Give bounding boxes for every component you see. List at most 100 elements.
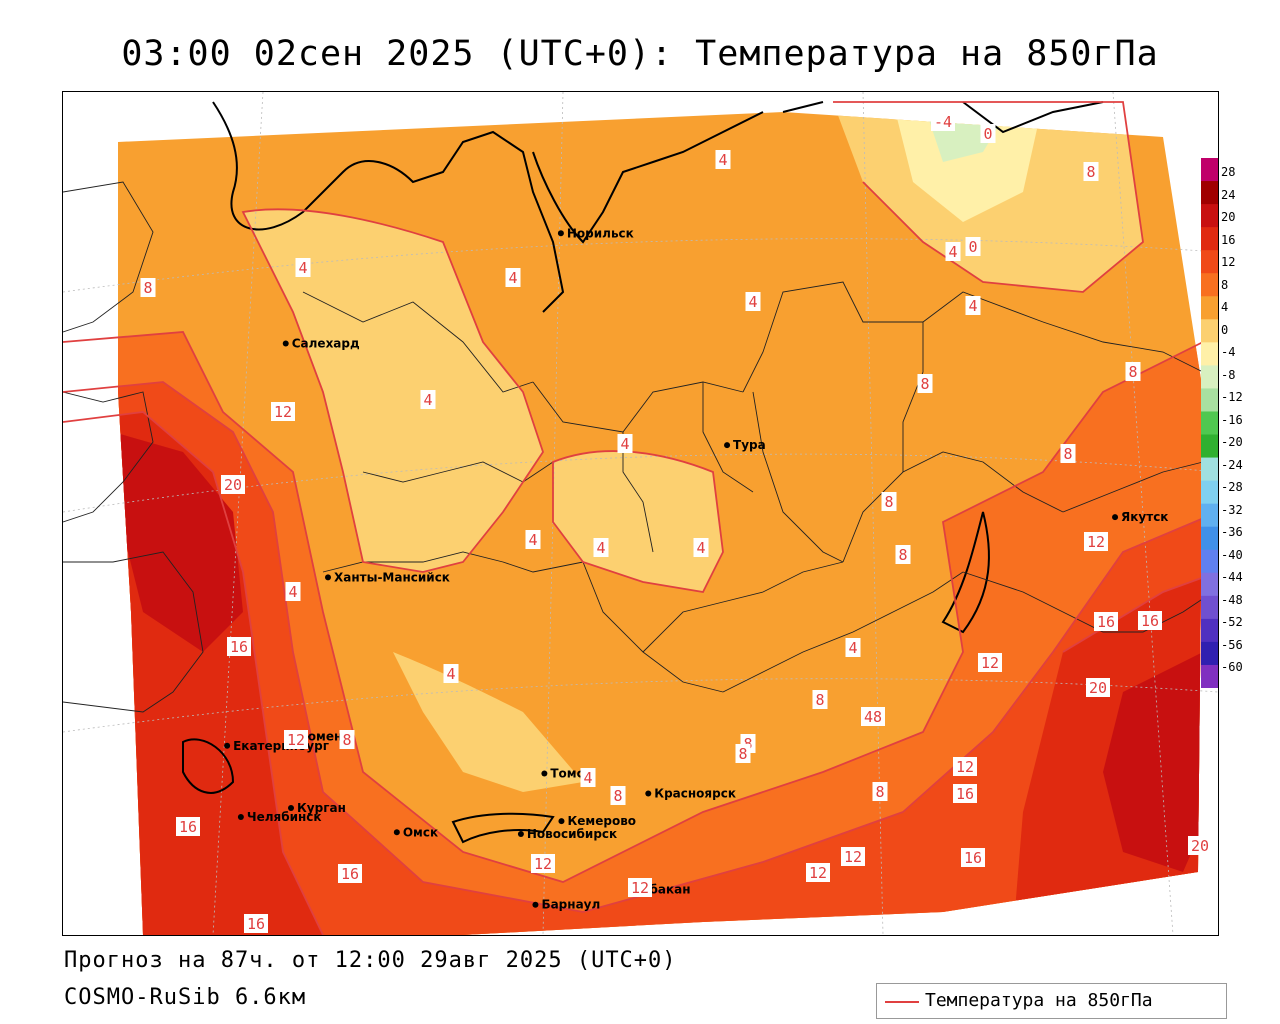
city-marker: Курган xyxy=(288,801,346,815)
isotherm-label-box xyxy=(244,914,268,933)
isotherm-label-box xyxy=(580,768,596,787)
isotherm-label: 4 xyxy=(420,390,436,409)
isotherm-label-text: 8 xyxy=(1086,163,1095,181)
city-label: Курган xyxy=(297,801,346,815)
scale-label: -24 xyxy=(1221,457,1243,472)
isotherm-label: 12 xyxy=(628,878,652,897)
scale-label: -52 xyxy=(1221,615,1243,629)
isotherm-label: 8 xyxy=(140,278,156,297)
scale-swatch xyxy=(1201,457,1218,482)
temperature-map: Норильск Якутск Салехард Тура Ханты-Мансийск… xyxy=(63,92,1218,935)
isotherm-label: 8 xyxy=(881,492,897,511)
isotherm-label-text: 0 xyxy=(968,238,977,256)
isotherm-label-text: 4 xyxy=(848,639,857,657)
scale-label: 24 xyxy=(1221,187,1236,202)
city-marker: Кемерово xyxy=(558,814,636,828)
isotherm-label-box xyxy=(715,150,731,169)
city-label: Абакан xyxy=(640,883,690,897)
isotherm-label-box xyxy=(1125,362,1141,381)
series-legend-line xyxy=(885,1001,919,1003)
isotherm-label-box xyxy=(525,530,541,549)
isotherm-label: 8 xyxy=(1125,362,1141,381)
isotherm-label-box xyxy=(735,744,751,763)
city-label: Барнаул xyxy=(541,898,600,912)
isotherm-label: 12 xyxy=(531,854,555,873)
isotherm-label: 4 xyxy=(715,150,731,169)
isotherm-label-text: 4 xyxy=(748,293,757,311)
isotherm-label-text: 4 xyxy=(583,769,592,787)
scale-swatch xyxy=(1201,158,1218,182)
scale-swatch xyxy=(1201,296,1218,320)
isotherm-label: 8 xyxy=(610,786,626,805)
isotherm-label: 12 xyxy=(284,730,308,749)
scale-label: 20 xyxy=(1221,210,1236,224)
scale-label: -36 xyxy=(1221,525,1243,539)
isotherm-label: 16 xyxy=(244,914,268,933)
scale-swatch xyxy=(1201,365,1218,389)
isotherm-label: 16 xyxy=(176,817,200,836)
scale-swatch xyxy=(1201,411,1218,436)
isotherm-label: 8 xyxy=(917,374,933,393)
isotherm-label: 20 xyxy=(1188,836,1212,855)
isotherm-label: 16 xyxy=(1094,612,1118,631)
isotherm-label: 8 xyxy=(812,690,828,709)
scale-label: 28 xyxy=(1221,165,1236,179)
isotherm-label-text: 12 xyxy=(809,864,827,882)
isotherm-label: 4 xyxy=(525,530,541,549)
isotherm-label-text: 8 xyxy=(738,745,747,763)
scale-label: -4 xyxy=(1221,345,1236,359)
map-title: 03:00 02сен 2025 (UTC+0): Температура на… xyxy=(121,34,1159,74)
isotherm-label-box xyxy=(961,848,985,867)
isotherm-label: 4 xyxy=(580,768,596,787)
isotherm-label-box xyxy=(505,268,521,287)
isotherm-label-box xyxy=(285,582,301,601)
isotherm-label-text: 20 xyxy=(1191,837,1209,855)
scale-swatch xyxy=(1201,480,1218,505)
isotherm-label-box xyxy=(1083,162,1099,181)
isotherm-label: 20 xyxy=(1086,678,1110,697)
isotherm-label-box xyxy=(617,434,633,453)
isotherm-label-text: 16 xyxy=(341,865,359,883)
isotherm-label-box xyxy=(945,242,961,261)
scale-label: -16 xyxy=(1221,412,1243,427)
series-legend-label: Температура на 850гПа xyxy=(925,990,1153,1011)
isotherm-label-box xyxy=(271,402,295,421)
isotherm-label-text: 12 xyxy=(534,855,552,873)
coastlines xyxy=(182,101,1104,844)
city-dot xyxy=(1112,514,1119,521)
isotherm-label-text: 4 xyxy=(423,391,432,409)
scale-label: -56 xyxy=(1221,637,1243,652)
isotherm-label-text: 4 xyxy=(968,297,977,315)
admin-borders xyxy=(63,181,1214,713)
city-dot xyxy=(237,814,244,821)
isotherm-label: 16 xyxy=(1138,611,1162,630)
field-20-24-west xyxy=(118,432,243,652)
isotherm-label-text: 12 xyxy=(981,654,999,672)
city-marker: Ханты-Мансийск xyxy=(325,570,450,584)
city-marker: Якутск xyxy=(1112,510,1168,524)
city-label: Салехард xyxy=(292,337,360,351)
city-dot xyxy=(517,830,524,837)
scale-swatch xyxy=(1201,664,1218,688)
isotherm-label-text: 8 xyxy=(920,375,929,393)
isotherm-label: 20 xyxy=(221,475,245,494)
isotherm-label-text: 0 xyxy=(983,125,992,143)
isotherm-label-text: 16 xyxy=(179,818,197,836)
city-label: Норильск xyxy=(567,226,634,240)
isotherm-label-box xyxy=(1138,611,1162,630)
isotherm-label-text: 16 xyxy=(247,915,265,933)
isotherm-label-box xyxy=(931,112,955,131)
isotherm-label: 16 xyxy=(953,784,977,803)
field-0-4-west xyxy=(243,209,543,572)
city-dot xyxy=(541,770,548,777)
map-panel: Норильск Якутск Салехард Тура Ханты-Мансийск… xyxy=(62,91,1219,936)
city-label: Тура xyxy=(733,438,766,452)
scale-label: -12 xyxy=(1221,390,1243,404)
isotherm-label: 8 xyxy=(339,730,355,749)
isotherm-label-text: 16 xyxy=(956,785,974,803)
scale-swatch xyxy=(1201,595,1218,620)
isotherm-label-text: 16 xyxy=(964,849,982,867)
scale-swatch xyxy=(1201,434,1218,459)
isotherm-label-box xyxy=(531,854,555,873)
